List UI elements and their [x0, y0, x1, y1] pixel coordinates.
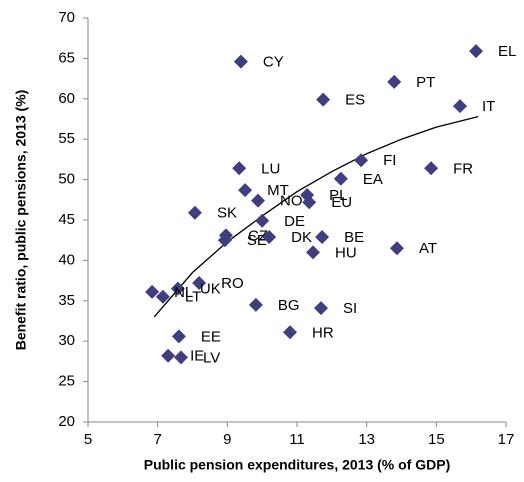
point [387, 74, 402, 89]
point [238, 183, 253, 198]
point [316, 92, 331, 107]
point [453, 99, 468, 114]
point [155, 289, 170, 304]
point [315, 229, 330, 244]
point-label: LU [261, 160, 280, 177]
point-label: HU [335, 244, 357, 261]
y-tick-label: 35 [58, 292, 75, 309]
point-label: HR [312, 324, 334, 341]
point [389, 241, 404, 256]
point [262, 229, 277, 244]
point [192, 276, 207, 291]
point [302, 195, 317, 210]
y-tick-label: 20 [58, 413, 75, 430]
point [145, 284, 160, 299]
point-label: ES [345, 92, 365, 109]
point-label: NO [280, 193, 303, 210]
y-tick-label: 60 [58, 90, 75, 107]
trendline [153, 115, 479, 318]
point-label: FI [383, 152, 396, 169]
point [314, 301, 329, 316]
x-axis-title: Public pension expenditures, 2013 (% of … [144, 457, 451, 473]
point-label: DE [284, 213, 305, 230]
point-label: LT [185, 289, 201, 306]
point [232, 161, 247, 176]
point [217, 233, 232, 248]
y-tick-label: 70 [58, 9, 75, 26]
y-tick-label: 40 [58, 251, 75, 268]
x-tick-label: 15 [428, 431, 445, 448]
point [170, 281, 185, 296]
x-tick-label: 7 [153, 431, 161, 448]
point-label: AT [419, 240, 437, 257]
point-label: SK [217, 205, 237, 222]
x-tick-label: 17 [498, 431, 515, 448]
point-label: BE [344, 229, 364, 246]
point [333, 171, 348, 186]
point [248, 297, 263, 312]
point-label: EU [331, 194, 352, 211]
y-tick-label: 65 [58, 49, 75, 66]
point-label: UK [200, 281, 221, 298]
point [255, 213, 270, 228]
y-tick-label: 55 [58, 130, 75, 147]
x-tick-label: 11 [289, 431, 305, 448]
point [171, 329, 186, 344]
point-label: MT [267, 182, 289, 199]
point-label: CY [263, 54, 284, 71]
point-label: DK [291, 229, 312, 246]
x-tick-label: 9 [223, 431, 231, 448]
y-axis-title: Benefit ratio, public pensions, 2013 (%) [13, 90, 29, 351]
y-tick-label: 45 [58, 211, 75, 228]
point [469, 44, 484, 59]
point-label: NL [174, 284, 193, 301]
point-label: IE [190, 348, 204, 365]
point-label: BG [278, 297, 300, 314]
y-tick-label: 50 [58, 171, 75, 188]
point-label: CZ [248, 227, 268, 244]
point [424, 161, 439, 176]
point-label: EA [363, 171, 383, 188]
point [306, 245, 321, 260]
point-label: PT [416, 74, 435, 91]
point-label: EL [498, 43, 516, 60]
point-label: SE [247, 232, 267, 249]
point-label: PL [329, 187, 347, 204]
point [354, 153, 369, 168]
y-tick-label: 25 [58, 373, 75, 390]
point [187, 205, 202, 220]
point [250, 193, 265, 208]
point-label: FR [453, 160, 473, 177]
point-label: LV [203, 349, 220, 366]
point [283, 325, 298, 340]
point [161, 348, 176, 363]
point [233, 54, 248, 69]
point-label: SI [343, 300, 357, 317]
point-label: IT [482, 98, 495, 115]
x-tick-label: 13 [358, 431, 375, 448]
x-tick-label: 5 [84, 431, 92, 448]
point-label: RO [221, 275, 244, 292]
y-tick-label: 30 [58, 332, 75, 349]
point [174, 350, 189, 365]
point-label: EE [201, 328, 221, 345]
